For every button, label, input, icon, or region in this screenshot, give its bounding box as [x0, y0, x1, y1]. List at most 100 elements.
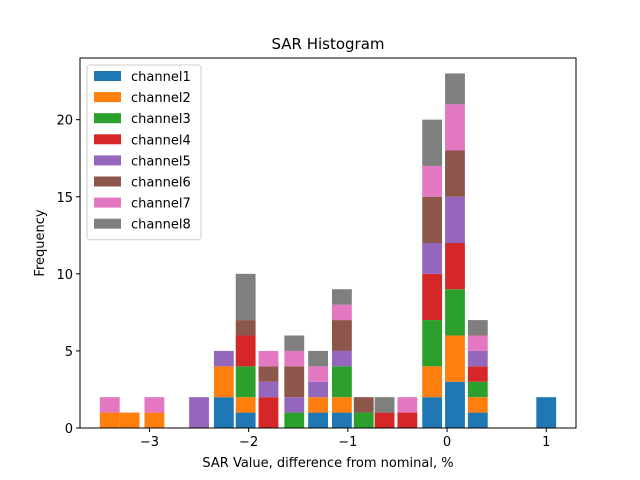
bar-channel1-16	[536, 397, 557, 428]
bar-channel7-8	[308, 366, 328, 382]
bar-channel6-10	[353, 397, 374, 413]
bar-channel6-7	[284, 366, 305, 398]
legend-swatch-channel3	[94, 113, 121, 124]
bar-channel2-1	[119, 412, 140, 428]
x-tick-label: −3	[140, 435, 159, 450]
y-tick-label: 10	[56, 268, 73, 283]
bar-channel4-11	[374, 412, 395, 428]
legend-label-channel4: channel4	[131, 133, 191, 148]
bar-channel5-15	[467, 350, 488, 367]
x-tick-label: 0	[443, 435, 451, 450]
bar-channel2-4	[213, 366, 234, 398]
bar-channel6-14	[445, 150, 465, 197]
bar-channel5-6	[258, 381, 279, 398]
legend-label-channel2: channel2	[131, 91, 191, 106]
bar-channel5-7	[284, 397, 305, 413]
legend-swatch-channel8	[94, 218, 121, 229]
x-axis-ticks: −3 −2 −1 0 1	[140, 428, 550, 450]
legend-swatch-channel5	[94, 155, 121, 166]
plot-frame	[79, 57, 577, 429]
x-tick-label: −2	[239, 435, 258, 450]
legend-label-channel6: channel6	[131, 176, 191, 191]
bar-channel2-14	[445, 335, 465, 382]
bar-channel3-9	[331, 366, 352, 398]
bar-channel3-7	[284, 412, 305, 428]
bar-channel5-3	[189, 397, 209, 428]
legend-label-channel7: channel7	[131, 197, 191, 212]
bar-channel7-14	[445, 104, 465, 151]
bar-channel2-13	[422, 366, 443, 398]
bar-channel5-9	[331, 350, 352, 367]
bar-channel7-7	[284, 350, 305, 367]
bar-channel5-14	[445, 196, 465, 243]
bar-channel4-5	[235, 335, 256, 367]
bar-channel7-2	[144, 397, 165, 413]
x-tick-label: 1	[542, 435, 550, 450]
bar-channel7-9	[331, 304, 352, 321]
bar-channel2-2	[144, 412, 165, 428]
bar-channel2-5	[235, 397, 256, 413]
bar-channel5-8	[308, 381, 328, 398]
bar-channel6-5	[235, 320, 256, 336]
y-axis-label: Frequency	[33, 209, 48, 276]
bar-channel3-14	[445, 289, 465, 336]
bar-channel6-9	[331, 320, 352, 351]
bar-channel3-15	[467, 381, 488, 398]
legend-swatch-channel4	[94, 134, 121, 145]
bar-channel5-4	[213, 350, 234, 367]
bar-channel1-14	[445, 381, 465, 428]
bar-channel1-5	[235, 412, 256, 428]
bars-group	[99, 73, 557, 428]
bar-channel4-12	[397, 412, 418, 428]
legend-frame	[86, 64, 202, 241]
bar-channel8-15	[467, 320, 488, 336]
legend-label-channel1: channel1	[131, 70, 191, 85]
x-axis-label: SAR Value, difference from nominal, %	[202, 456, 453, 471]
legend-swatch-channel6	[94, 176, 121, 187]
y-tick-label: 15	[56, 191, 73, 206]
bar-channel2-0	[99, 412, 120, 428]
bar-channel6-13	[422, 196, 443, 243]
bar-channel4-13	[422, 273, 443, 321]
y-tick-label: 0	[65, 422, 73, 437]
bar-channel2-9	[331, 397, 352, 413]
bar-channel5-13	[422, 243, 443, 274]
legend-swatch-channel7	[94, 197, 121, 208]
bar-channel7-13	[422, 165, 443, 197]
bar-channel4-15	[467, 366, 488, 382]
bar-channel7-15	[467, 335, 488, 351]
bar-channel1-13	[422, 397, 443, 428]
legend: channel1 channel2 channel3 channel4 channel5…	[86, 64, 202, 241]
legend-label-channel3: channel3	[131, 112, 191, 127]
bar-channel7-6	[258, 350, 279, 367]
legend-label-channel8: channel8	[131, 218, 191, 233]
bar-channel1-9	[331, 412, 352, 428]
y-tick-label: 5	[65, 345, 73, 360]
bar-channel7-12	[397, 397, 418, 413]
legend-swatch-channel1	[94, 71, 121, 81]
bar-channel8-5	[235, 273, 256, 321]
bar-channel7-0	[99, 397, 120, 413]
bar-channel3-13	[422, 320, 443, 367]
bar-channel8-9	[331, 289, 352, 305]
bar-channel8-14	[445, 73, 465, 105]
y-tick-label: 20	[56, 114, 73, 129]
bar-channel8-7	[284, 335, 305, 351]
x-tick-label: −1	[338, 435, 357, 450]
bar-channel3-10	[353, 412, 374, 428]
bar-channel1-15	[467, 412, 488, 428]
y-axis-ticks: 0 5 10 15 20	[56, 114, 80, 437]
bar-channel4-14	[445, 243, 465, 290]
chart-title: SAR Histogram	[271, 35, 384, 53]
bar-channel2-8	[308, 397, 328, 413]
legend-swatch-channel2	[94, 92, 121, 103]
bar-channel6-6	[258, 366, 279, 382]
legend-label-channel5: channel5	[131, 154, 191, 169]
bar-channel1-8	[308, 412, 328, 428]
bar-channel8-8	[308, 350, 328, 367]
bar-channel8-11	[374, 397, 395, 413]
bar-channel3-5	[235, 366, 256, 398]
bar-channel8-13	[422, 119, 443, 166]
bar-channel2-15	[467, 397, 488, 413]
